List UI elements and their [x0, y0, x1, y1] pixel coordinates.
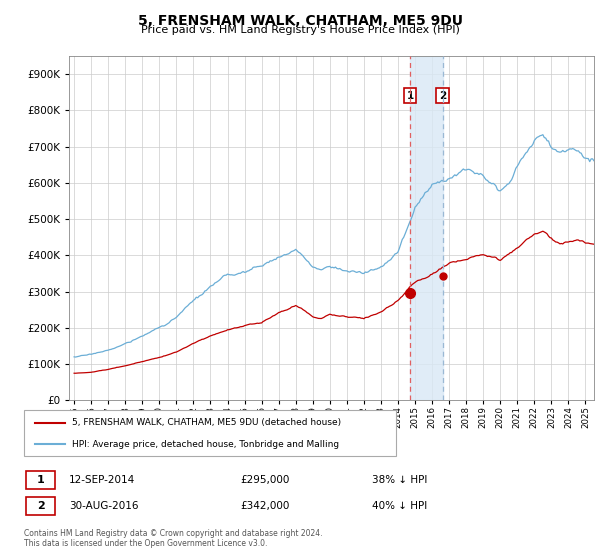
Text: Price paid vs. HM Land Registry's House Price Index (HPI): Price paid vs. HM Land Registry's House … [140, 25, 460, 35]
Text: 30-AUG-2016: 30-AUG-2016 [69, 501, 139, 511]
Text: 40% ↓ HPI: 40% ↓ HPI [372, 501, 427, 511]
Text: 5, FRENSHAM WALK, CHATHAM, ME5 9DU: 5, FRENSHAM WALK, CHATHAM, ME5 9DU [137, 14, 463, 28]
Text: 1: 1 [406, 91, 413, 101]
Text: £295,000: £295,000 [240, 475, 289, 485]
Text: 2: 2 [439, 91, 446, 101]
FancyBboxPatch shape [26, 497, 55, 515]
Bar [410, 56, 443, 400]
Text: 12-SEP-2014: 12-SEP-2014 [69, 475, 135, 485]
FancyBboxPatch shape [26, 471, 55, 489]
Text: 2: 2 [37, 501, 44, 511]
Text: 5, FRENSHAM WALK, CHATHAM, ME5 9DU (detached house): 5, FRENSHAM WALK, CHATHAM, ME5 9DU (deta… [73, 418, 341, 427]
FancyBboxPatch shape [24, 410, 396, 456]
Text: Contains HM Land Registry data © Crown copyright and database right 2024.: Contains HM Land Registry data © Crown c… [24, 529, 323, 538]
Text: HPI: Average price, detached house, Tonbridge and Malling: HPI: Average price, detached house, Tonb… [73, 440, 340, 449]
Text: This data is licensed under the Open Government Licence v3.0.: This data is licensed under the Open Gov… [24, 539, 268, 548]
Text: £342,000: £342,000 [240, 501, 289, 511]
Text: 1: 1 [37, 475, 44, 485]
Text: 38% ↓ HPI: 38% ↓ HPI [372, 475, 427, 485]
